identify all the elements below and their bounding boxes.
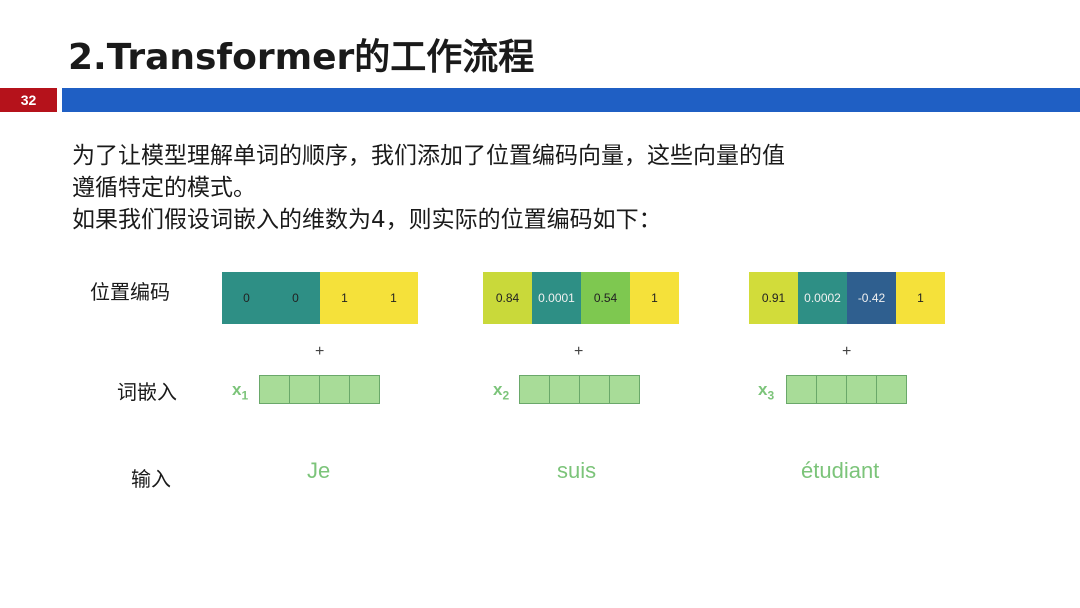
encoding-cell: -0.42 [847,272,896,324]
embedding-symbol-2: x2 [493,380,510,403]
input-word-2: suis [557,458,597,483]
input-word-1: Je [307,458,331,483]
positional-encoding-vector-2: 0.84 0.0001 0.54 1 [483,272,679,324]
positional-encoding-vector-3: 0.91 0.0002 -0.42 1 [749,272,945,324]
body-line: 如果我们假设词嵌入的维数为4，则实际的位置编码如下： [72,207,662,233]
encoding-cell: 1 [369,272,418,324]
positional-encoding-label: 位置编码 [90,280,170,304]
body-text: 为了让模型理解单词的顺序，我们添加了位置编码向量，这些向量的值 遵循特定的模式。… [72,140,972,236]
encoding-cell: 0.84 [483,272,532,324]
embedding-vector-3 [786,375,907,404]
header-bar [62,88,1080,112]
body-line: 为了让模型理解单词的顺序，我们添加了位置编码向量，这些向量的值 [72,143,785,169]
embedding-symbol-3: x3 [758,380,775,403]
embedding-cell [877,376,906,403]
input-word-3: étudiant [801,458,880,483]
plus-sign: + [842,343,852,360]
encoding-cell: 0.0001 [532,272,581,324]
embedding-vector-1 [259,375,380,404]
positional-encoding-vector-1: 0 0 1 1 [222,272,418,324]
page-number-badge: 32 [0,88,57,112]
embedding-cell [550,376,580,403]
embedding-symbol-1: x1 [232,380,249,403]
embedding-cell [787,376,817,403]
embedding-vector-2 [519,375,640,404]
plus-sign: + [574,343,584,360]
embedding-cell [290,376,320,403]
word-embedding-label: 词嵌入 [117,380,177,404]
encoding-cell: 1 [630,272,679,324]
embedding-cell [350,376,379,403]
encoding-cell: 1 [896,272,945,324]
embedding-cell [260,376,290,403]
embedding-cell [580,376,610,403]
embedding-cell [520,376,550,403]
embedding-cell [320,376,350,403]
body-line: 遵循特定的模式。 [72,175,256,201]
plus-sign: + [315,343,325,360]
embedding-cell [817,376,847,403]
page-title: 2.Transformer的工作流程 [68,37,535,78]
embedding-cell [610,376,639,403]
encoding-cell: 1 [320,272,369,324]
embedding-cell [847,376,877,403]
encoding-cell: 0.91 [749,272,798,324]
encoding-cell: 0 [271,272,320,324]
encoding-cell: 0.0002 [798,272,847,324]
encoding-cell: 0.54 [581,272,630,324]
input-label: 输入 [131,467,171,491]
encoding-cell: 0 [222,272,271,324]
